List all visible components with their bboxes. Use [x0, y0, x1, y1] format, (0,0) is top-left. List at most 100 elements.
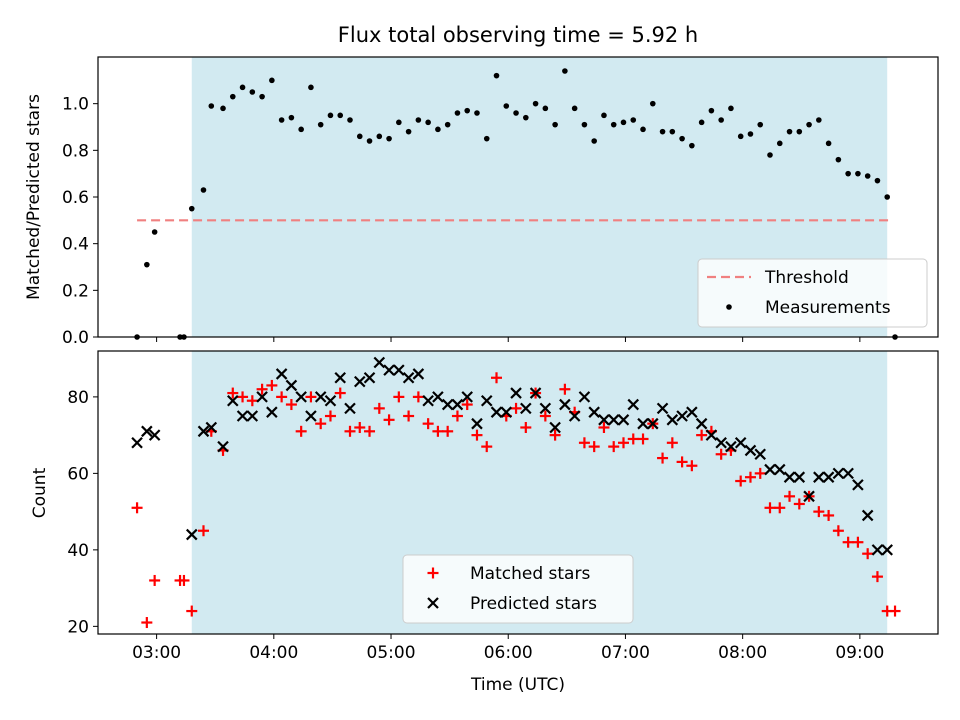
matched-star-point — [617, 437, 629, 449]
top-legend-box — [697, 258, 928, 328]
predicted-star-point — [334, 371, 347, 384]
predicted-star-point — [471, 417, 483, 430]
predicted-star-point — [227, 394, 239, 407]
predicted-star-point — [520, 402, 532, 415]
measurement-point — [278, 117, 285, 123]
bottom-y-ticks: 20 40 60 80 — [67, 388, 98, 637]
measurement-point — [188, 205, 195, 212]
predicted-star-point — [686, 406, 698, 418]
top-y-axis-label: Matched/Predicted stars — [24, 94, 44, 300]
measurement-point — [610, 121, 617, 128]
measurement-point — [698, 119, 705, 126]
matched-star-point — [383, 414, 395, 426]
bottom-x-tick-label: 03:00 — [132, 643, 181, 663]
bottom-legend: Matched stars Predicted stars — [402, 554, 634, 624]
measurement-point — [601, 112, 607, 119]
measurement-point — [347, 117, 353, 123]
matched-star-point — [862, 548, 874, 560]
measurement-point — [269, 77, 275, 84]
predicted-star-point — [617, 414, 630, 426]
matched-star-point — [715, 448, 727, 460]
measurement-point — [542, 105, 549, 112]
measurement-point — [562, 68, 568, 74]
predicted-star-point — [363, 371, 376, 384]
matched-star-point — [823, 509, 835, 521]
measurement-point — [298, 126, 304, 133]
predicted-star-point — [266, 406, 278, 418]
matched-star-point — [305, 391, 317, 403]
legend-matched-marker — [427, 567, 439, 579]
predicted-star-point — [305, 410, 317, 422]
predicted-star-point — [217, 440, 229, 453]
measurement-point — [855, 170, 861, 177]
measurement-point — [366, 138, 373, 144]
measurement-point — [767, 152, 773, 158]
predicted-star-point — [578, 391, 591, 403]
matched-star-point — [334, 387, 346, 399]
predicted-star-point — [598, 414, 610, 426]
measurement-point — [835, 156, 842, 163]
matched-star-point — [364, 425, 376, 437]
predicted-star-point — [441, 398, 454, 411]
matched-star-point — [520, 421, 532, 433]
legend-matched-label: Matched stars — [470, 564, 590, 584]
measurement-point — [435, 126, 441, 133]
bottom-x-ticks: 03:00 04:00 05:00 06:00 07:00 08:00 09:00 — [132, 634, 884, 663]
matched-star-point — [237, 391, 249, 403]
top-legend: Threshold Measurements — [697, 258, 928, 328]
bottom-x-axis-label: Time (UTC) — [470, 675, 565, 695]
measurement-point — [220, 105, 226, 112]
matched-star-point — [403, 410, 415, 422]
predicted-star-point — [568, 410, 581, 422]
measurement-point — [757, 121, 764, 128]
predicted-star-point — [871, 544, 884, 556]
predicted-star-point — [656, 402, 669, 415]
matched-star-point — [451, 410, 463, 422]
top-y-tick-label: 0.8 — [62, 141, 89, 161]
predicted-star-point — [539, 402, 552, 415]
top-axes-frame — [97, 56, 939, 338]
measurement-point — [503, 103, 510, 109]
matched-star-point — [686, 460, 698, 472]
measurement-point — [884, 194, 891, 200]
measurement-point — [444, 121, 451, 128]
measurement-point — [552, 121, 558, 128]
matched-star-point — [442, 425, 454, 437]
measurement-point — [679, 135, 685, 142]
measurement-point — [425, 119, 431, 126]
measurement-point — [454, 110, 461, 116]
matched-star-point — [246, 395, 258, 407]
measurement-point — [317, 121, 324, 128]
predicted-star-point — [529, 387, 542, 399]
predicted-star-point — [822, 471, 835, 483]
predicted-star-point — [500, 406, 513, 418]
measurement-point — [464, 107, 471, 114]
measurement-point — [659, 128, 666, 135]
predicted-star-point — [256, 391, 268, 403]
matched-star-point — [510, 402, 522, 414]
measurement-point — [825, 140, 832, 147]
predicted-star-point — [725, 440, 737, 453]
predicted-star-point — [705, 429, 718, 441]
measurement-point — [376, 133, 383, 140]
measurement-point — [523, 114, 529, 121]
matched-star-point — [871, 571, 883, 583]
matched-star-point — [432, 425, 444, 437]
predicted-star-point — [588, 406, 600, 418]
predicted-star-point — [861, 509, 874, 522]
measurement-point — [208, 103, 215, 109]
predicted-star-point — [344, 402, 356, 415]
measurement-point — [874, 177, 881, 184]
matched-star-point — [461, 399, 473, 411]
matched-star-point — [315, 418, 327, 430]
predicted-star-point — [246, 410, 259, 422]
predicted-star-point — [842, 467, 854, 480]
matched-star-point — [186, 605, 198, 617]
matched-star-point — [657, 452, 669, 464]
bottom-axes-frame — [97, 350, 939, 635]
matched-star-point — [131, 502, 143, 514]
predicted-star-point — [185, 528, 198, 541]
predicted-star-point — [148, 429, 161, 441]
predicted-star-point — [607, 414, 620, 426]
measurement-point — [229, 93, 236, 100]
